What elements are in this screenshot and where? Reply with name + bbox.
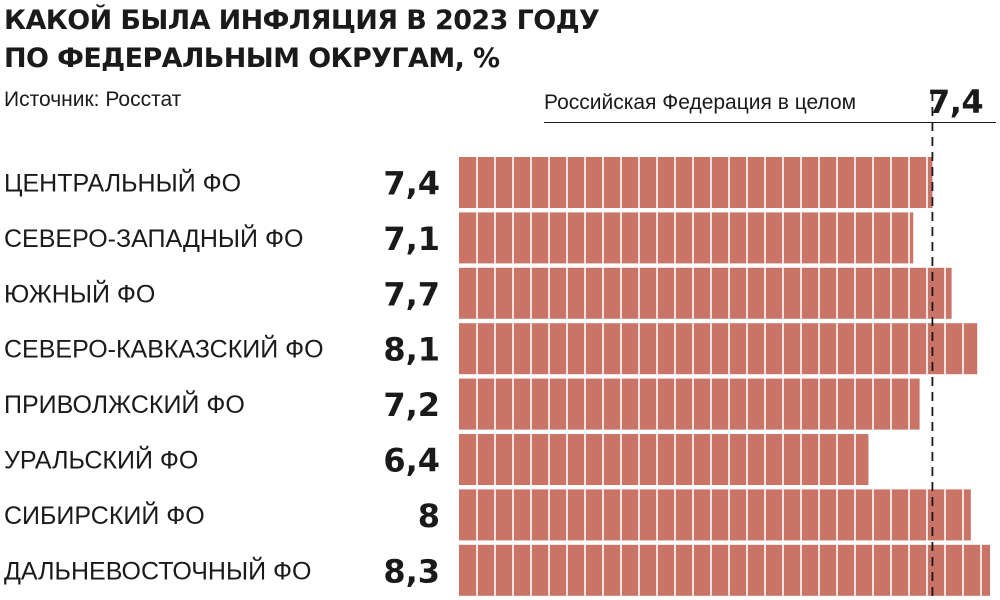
reference-label: Российская Федерация в целом (544, 91, 857, 114)
bar (459, 378, 920, 430)
bar (459, 323, 978, 375)
category-label: ПРИВОЛЖСКИЙ ФО (4, 389, 245, 419)
value-label: 8 (418, 497, 440, 535)
chart-title-line-1: КАКОЙ БЫЛА ИНФЛЯЦИЯ В 2023 ГОДУ (4, 5, 600, 36)
value-label: 6,4 (383, 442, 440, 480)
bar (459, 212, 914, 264)
category-label: ЦЕНТРАЛЬНЫЙ ФО (4, 168, 241, 198)
value-label: 7,1 (383, 220, 440, 258)
value-label: 7,4 (383, 165, 440, 203)
category-label: СЕВЕРО-КАВКАЗСКИЙ ФО (4, 334, 324, 364)
value-label: 8,3 (383, 552, 440, 590)
category-label: СЕВЕРО-ЗАПАДНЫЙ ФО (4, 223, 303, 253)
bar-row: ЮЖНЫЙ ФО 7,7 (4, 267, 952, 319)
bar-row: ЦЕНТРАЛЬНЫЙ ФО 7,4 (4, 157, 933, 208)
bar (459, 267, 952, 319)
chart-title: КАКОЙ БЫЛА ИНФЛЯЦИЯ В 2023 ГОДУ ПО ФЕДЕР… (4, 2, 600, 78)
bar-row: ПРИВОЛЖСКИЙ ФО 7,2 (4, 378, 920, 430)
value-label: 7,2 (383, 386, 440, 424)
chart-title-line-2: ПО ФЕДЕРАЛЬНЫМ ОКРУГАМ, % (4, 43, 500, 74)
source-note: Источник: Росстат (4, 88, 182, 111)
reference-header: Российская Федерация в целом 7,4 (544, 78, 996, 123)
category-label: УРАЛЬСКИЙ ФО (4, 445, 198, 475)
bar-row: СЕВЕРО-ЗАПАДНЫЙ ФО 7,1 (4, 212, 914, 264)
reference-value: 7,4 (928, 83, 984, 121)
category-label: ЮЖНЫЙ ФО (4, 278, 155, 308)
category-label: ДАЛЬНЕВОСТОЧНЫЙ ФО (4, 555, 311, 585)
bar-row: ДАЛЬНЕВОСТОЧНЫЙ ФО 8,3 (4, 544, 990, 596)
bar-row: СЕВЕРО-КАВКАЗСКИЙ ФО 8,1 (4, 323, 978, 375)
value-label: 7,7 (383, 275, 440, 313)
bar (459, 434, 869, 485)
value-label: 8,1 (383, 331, 440, 369)
bar-row: УРАЛЬСКИЙ ФО 6,4 (4, 434, 869, 485)
category-label: СИБИРСКИЙ ФО (4, 500, 205, 530)
bar (459, 544, 990, 596)
bar (459, 489, 971, 541)
bar (459, 157, 933, 208)
bar-row: СИБИРСКИЙ ФО 8 (4, 489, 971, 541)
